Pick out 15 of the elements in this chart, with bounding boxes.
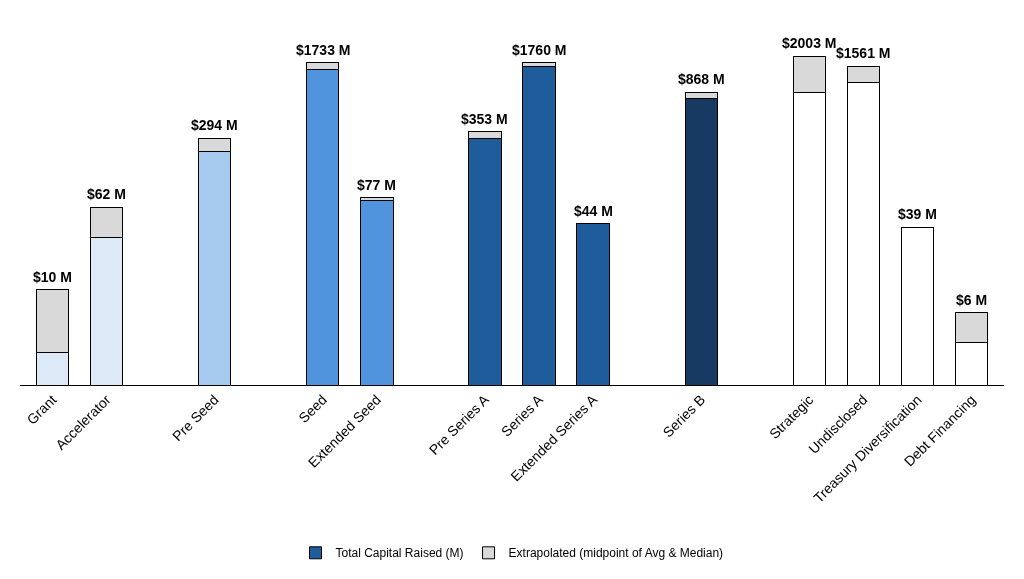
annotation: $868 M [678,71,725,87]
annotation: $10 M [33,269,72,285]
legend-label: Extrapolated (midpoint of Avg & Median) [508,546,724,561]
annotation: $353 M [461,111,508,127]
annotation: $1760 M [512,42,567,58]
annotation: $62 M [87,186,126,202]
annotation: $44 M [574,203,613,219]
annotation: $39 M [898,206,937,222]
annotation: $294 M [191,117,238,133]
legend-label: Total Capital Raised (M) [335,546,464,561]
annotation: $2003 M [782,35,837,51]
annotation: $6 M [956,292,988,308]
annotation: $1733 M [296,42,351,58]
annotation: $77 M [357,177,396,193]
annotation: $1561 M [836,45,891,61]
